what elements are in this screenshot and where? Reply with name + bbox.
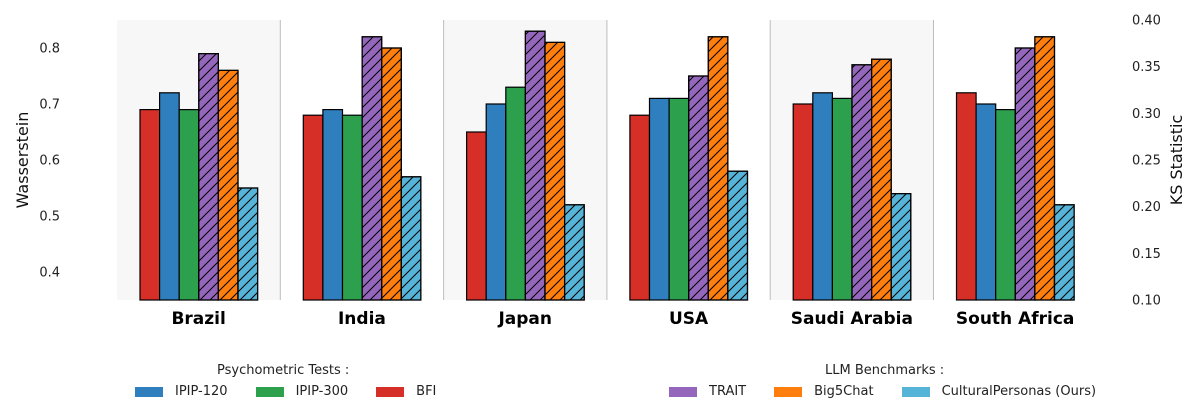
bar-hatch-saudi-arabia-big5chat xyxy=(870,58,892,301)
legend-item-ipip300: IPIP-300 xyxy=(255,384,349,399)
legend-item-culturalpersonas: CulturalPersonas (Ours) xyxy=(901,384,1097,399)
bar-south-africa-ipip-120 xyxy=(975,103,997,301)
bar-india-ipip-120 xyxy=(322,108,344,301)
category-label-brazil: Brazil xyxy=(171,309,225,329)
legend-label-trait: TRAIT xyxy=(709,384,747,399)
legend-label-big5chat: Big5Chat xyxy=(814,384,874,399)
bar-hatch-south-africa-trait xyxy=(1014,47,1036,301)
bar-hatch-usa-culturalpersonas-ours xyxy=(727,170,749,301)
category-label-saudi-arabia: Saudi Arabia xyxy=(791,309,913,329)
legend-item-big5chat: Big5Chat xyxy=(774,384,874,399)
legend-swatch-culturalpersonas xyxy=(901,386,930,397)
category-label-south-africa: South Africa xyxy=(956,309,1075,329)
bar-hatch-japan-big5chat xyxy=(544,41,566,301)
y-axis-title-right: KS Statistic xyxy=(1167,115,1186,206)
bar-hatch-usa-trait xyxy=(688,75,709,301)
y-tick-left-0.4: 0.4 xyxy=(39,266,60,281)
bar-hatch-brazil-trait xyxy=(198,52,220,301)
legend-label-culturalpersonas: CulturalPersonas (Ours) xyxy=(941,384,1097,399)
bar-south-africa-bfi xyxy=(955,92,977,301)
legend-item-bfi: BFI xyxy=(376,384,436,399)
bar-brazil-ipip-300 xyxy=(178,108,200,301)
y-tick-right-0.40: 0.40 xyxy=(1132,14,1161,29)
bar-hatch-brazil-culturalpersonas-ours xyxy=(237,187,259,301)
bar-hatch-saudi-arabia-culturalpersonas-ours xyxy=(890,193,912,301)
bar-hatch-india-trait xyxy=(361,36,383,301)
bar-hatch-usa-big5chat xyxy=(707,36,729,301)
legend-swatch-ipip300 xyxy=(255,386,284,397)
bar-usa-ipip-300 xyxy=(668,97,690,301)
category-label-japan: Japan xyxy=(497,309,552,329)
bar-usa-ipip-120 xyxy=(648,97,670,301)
y-tick-left-0.8: 0.8 xyxy=(39,42,60,57)
bar-hatch-south-africa-big5chat xyxy=(1034,36,1056,301)
legend-swatch-bfi xyxy=(376,386,405,397)
y-axis-title-left: Wasserstein xyxy=(13,112,32,209)
bar-saudi-arabia-bfi xyxy=(792,103,814,301)
legend-label-ipip120: IPIP-120 xyxy=(175,384,228,399)
bar-brazil-bfi xyxy=(139,108,161,301)
legend-swatch-trait xyxy=(669,386,697,397)
legend-llm-title: LLM Benchmarks : xyxy=(825,363,945,378)
bar-south-africa-ipip-300 xyxy=(995,108,1016,301)
y-tick-left-0.5: 0.5 xyxy=(39,210,60,225)
bar-saudi-arabia-ipip-120 xyxy=(812,92,833,301)
bar-japan-bfi xyxy=(466,131,487,301)
bar-japan-ipip-120 xyxy=(485,103,507,301)
bar-hatch-saudi-arabia-trait xyxy=(851,64,873,301)
y-tick-right-0.30: 0.30 xyxy=(1132,107,1161,122)
bar-hatch-brazil-big5chat xyxy=(217,69,239,301)
legend-psychometric-title: Psychometric Tests : xyxy=(217,363,350,378)
category-label-usa: USA xyxy=(669,309,709,329)
bar-hatch-japan-culturalpersonas-ours xyxy=(563,204,585,301)
bar-usa-bfi xyxy=(629,114,651,301)
legend-label-bfi: BFI xyxy=(416,384,437,399)
grouped-bar-chart: Brazil India Japan USA Saudi Arabia South Afr… xyxy=(13,14,1186,330)
bar-india-ipip-300 xyxy=(341,114,363,301)
bar-india-bfi xyxy=(302,114,324,301)
bar-hatch-india-big5chat xyxy=(381,47,402,301)
y-tick-right-0.10: 0.10 xyxy=(1132,294,1161,309)
bar-hatch-south-africa-culturalpersonas-ours xyxy=(1053,204,1075,301)
y-tick-right-0.25: 0.25 xyxy=(1132,154,1161,169)
bar-hatch-japan-trait xyxy=(524,30,546,301)
legend-item-trait: TRAIT xyxy=(669,384,746,399)
y-tick-left-0.7: 0.7 xyxy=(39,98,60,113)
bar-hatch-india-culturalpersonas-ours xyxy=(400,176,422,301)
legend-label-ipip300: IPIP-300 xyxy=(295,384,349,399)
y-tick-left-0.6: 0.6 xyxy=(39,154,60,169)
legend-swatch-big5chat xyxy=(774,386,803,397)
legend-swatch-ipip120 xyxy=(135,386,163,397)
y-tick-right-0.15: 0.15 xyxy=(1132,247,1161,262)
y-tick-right-0.20: 0.20 xyxy=(1132,200,1161,215)
category-label-india: India xyxy=(338,309,386,329)
y-tick-right-0.35: 0.35 xyxy=(1132,60,1161,75)
bar-saudi-arabia-ipip-300 xyxy=(831,97,853,301)
bar-japan-ipip-300 xyxy=(505,86,526,301)
legend-item-ipip120: IPIP-120 xyxy=(135,384,228,399)
bar-brazil-ipip-120 xyxy=(159,92,180,301)
